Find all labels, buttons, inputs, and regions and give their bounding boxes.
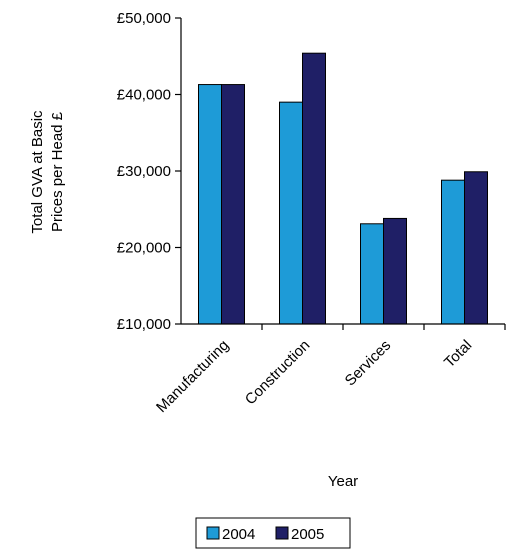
y-axis-title-line2: Prices per Head £: [49, 111, 66, 232]
bars-group: [198, 52, 488, 325]
y-tick-label: £10,000: [117, 316, 171, 333]
legend: 2004 2005: [195, 517, 351, 549]
x-tick-label: Total: [441, 337, 475, 371]
y-tick-label: £40,000: [117, 87, 171, 104]
bar-total-2004: [441, 179, 465, 325]
bar-construction-2004: [279, 101, 303, 325]
x-tick-label: Construction: [242, 337, 314, 409]
y-ticks-group: £10,000 £20,000 £30,000 £40,000 £50,000: [117, 10, 181, 333]
y-tick-label: £30,000: [117, 163, 171, 180]
y-axis-title-line1: Total GVA at Basic: [29, 110, 46, 234]
legend-swatch-2004: [206, 526, 220, 540]
x-tick-label: Services: [342, 337, 395, 390]
legend-swatch-2005: [275, 526, 289, 540]
bar-services-2005: [383, 217, 407, 325]
x-axis-title: Year: [328, 473, 358, 490]
y-tick-label: £50,000: [117, 10, 171, 27]
legend-box: [195, 517, 351, 549]
bar-construction-2005: [302, 52, 326, 325]
bar-total-2005: [464, 171, 488, 325]
x-tick-label: Manufacturing: [153, 337, 232, 416]
bar-manufacturing-2004: [198, 84, 222, 325]
legend-label-2004: 2004: [222, 526, 255, 543]
bar-manufacturing-2005: [221, 84, 245, 325]
x-ticks-group: Manufacturing Construction Services Total: [153, 324, 506, 416]
bar-services-2004: [360, 223, 384, 325]
y-tick-label: £20,000: [117, 240, 171, 257]
legend-label-2005: 2005: [291, 526, 324, 543]
